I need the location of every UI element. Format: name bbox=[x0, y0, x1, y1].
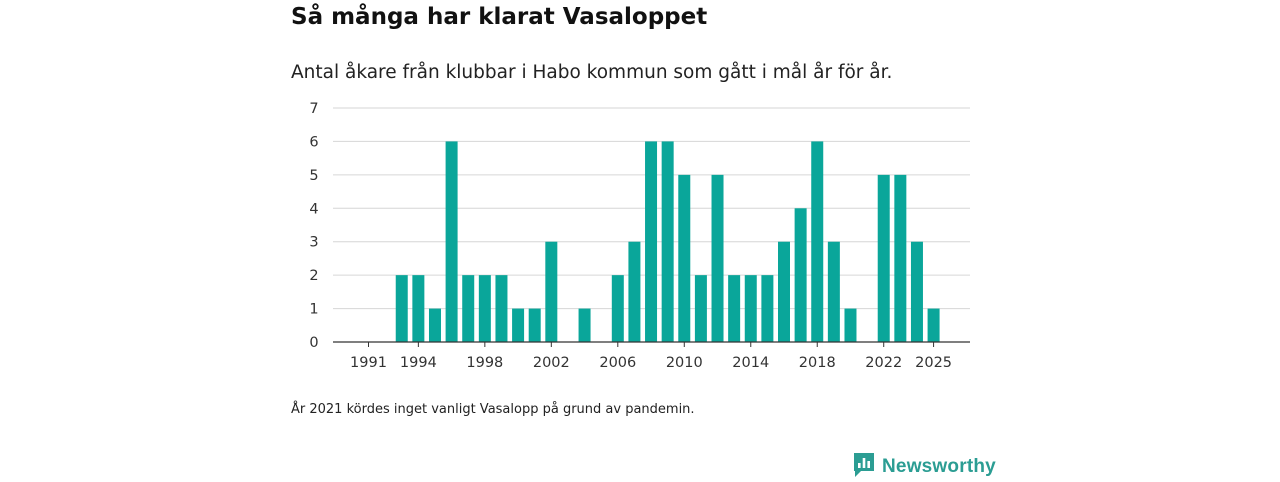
chart-subtitle: Antal åkare från klubbar i Habo kommun s… bbox=[291, 62, 893, 83]
bar-1997[interactable] bbox=[462, 275, 475, 342]
chart-title: Så många har klarat Vasaloppet bbox=[291, 4, 708, 30]
bar-1993[interactable] bbox=[395, 275, 408, 342]
x-tick-label: 2010 bbox=[666, 355, 703, 371]
bar-2015[interactable] bbox=[761, 275, 774, 342]
brand[interactable]: Newsworthy bbox=[852, 452, 996, 482]
bar-2013[interactable] bbox=[728, 275, 741, 342]
y-tick-label: 7 bbox=[309, 101, 318, 117]
y-tick-label: 4 bbox=[309, 201, 318, 217]
y-tick-label: 3 bbox=[309, 235, 318, 251]
x-tick-label: 2002 bbox=[533, 355, 570, 371]
brand-name: Newsworthy bbox=[882, 456, 996, 477]
x-tick-label: 2025 bbox=[915, 355, 952, 371]
bar-2010[interactable] bbox=[678, 174, 691, 342]
bar-series bbox=[395, 141, 940, 342]
x-tick-label: 1994 bbox=[400, 355, 437, 371]
x-tick-label: 1991 bbox=[350, 355, 387, 371]
y-tick-label: 1 bbox=[309, 302, 318, 318]
bar-2009[interactable] bbox=[661, 141, 674, 342]
bar-2025[interactable] bbox=[927, 308, 940, 342]
bar-2016[interactable] bbox=[778, 241, 790, 342]
x-tick-label: 2018 bbox=[799, 355, 836, 371]
bar-2012[interactable] bbox=[711, 174, 724, 342]
newsworthy-logo-icon bbox=[852, 452, 876, 482]
bar-2002[interactable] bbox=[545, 241, 558, 342]
x-tick-label: 2022 bbox=[865, 355, 902, 371]
bar-1995[interactable] bbox=[428, 308, 441, 342]
bar-2007[interactable] bbox=[628, 241, 641, 342]
bar-2014[interactable] bbox=[744, 275, 757, 342]
bar-2008[interactable] bbox=[645, 141, 658, 342]
y-tick-label: 0 bbox=[309, 335, 318, 351]
bar-2000[interactable] bbox=[512, 308, 525, 342]
y-axis-ticks: 0 1 2 3 4 5 6 7 bbox=[309, 101, 318, 351]
bar-2023[interactable] bbox=[894, 174, 907, 342]
bar-2001[interactable] bbox=[528, 308, 541, 342]
bar-2022[interactable] bbox=[877, 174, 890, 342]
y-tick-label: 2 bbox=[309, 268, 318, 284]
x-tick-label: 2006 bbox=[599, 355, 636, 371]
x-axis-ticks: 1991 1994 1998 2002 2006 2010 2014 2018 2022 2025 bbox=[350, 342, 952, 371]
bar-2019[interactable] bbox=[827, 241, 840, 342]
bar-2024[interactable] bbox=[910, 241, 923, 342]
bar-1996[interactable] bbox=[445, 141, 458, 342]
bar-2017[interactable] bbox=[794, 208, 807, 342]
footnote: År 2021 kördes inget vanligt Vasalopp på… bbox=[291, 402, 695, 417]
x-tick-label: 1998 bbox=[466, 355, 503, 371]
x-tick-label: 2014 bbox=[732, 355, 769, 371]
bar-2020[interactable] bbox=[844, 308, 857, 342]
bar-1994[interactable] bbox=[412, 275, 425, 342]
bar-2011[interactable] bbox=[694, 275, 707, 342]
bar-1999[interactable] bbox=[495, 275, 508, 342]
y-tick-label: 5 bbox=[309, 168, 318, 184]
bar-2018[interactable] bbox=[811, 141, 824, 342]
bar-2006[interactable] bbox=[611, 275, 624, 342]
bar-1998[interactable] bbox=[478, 275, 491, 342]
bar-2004[interactable] bbox=[578, 308, 591, 342]
y-tick-label: 6 bbox=[309, 134, 318, 150]
